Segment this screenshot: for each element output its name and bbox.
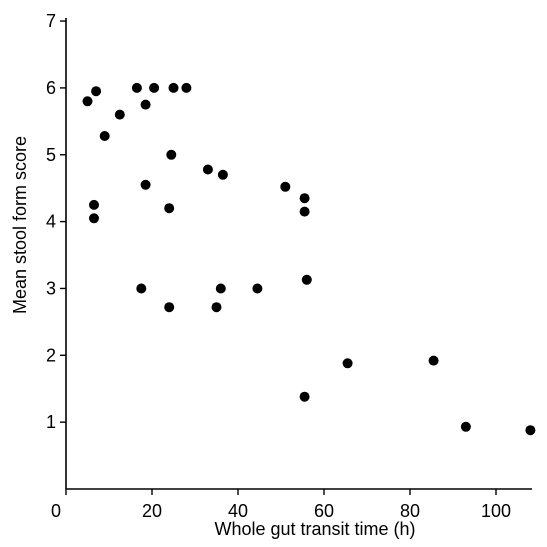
data-point (131, 82, 142, 93)
data-point (301, 274, 312, 285)
x-tick-label: 20 (142, 501, 162, 521)
data-point (215, 283, 226, 294)
data-point (89, 213, 99, 224)
y-axis-ticks: 1 2 3 4 5 6 7 (46, 11, 66, 432)
x-axis-title: Whole gut transit time (h) (214, 519, 415, 539)
data-point (460, 421, 471, 432)
data-point (166, 149, 177, 160)
data-point (114, 109, 125, 120)
data-point (428, 355, 439, 366)
data-point (211, 302, 222, 313)
x-tick-label: 60 (314, 501, 334, 521)
data-point (202, 164, 213, 175)
data-point (299, 206, 310, 217)
data-point (252, 283, 263, 294)
data-point (91, 86, 102, 97)
data-point (136, 283, 147, 294)
data-point (217, 169, 228, 180)
data-point (164, 302, 175, 313)
data-point (99, 131, 110, 141)
x-tick-label: 100 (481, 501, 511, 521)
x-tick-label: 40 (228, 501, 248, 521)
x-tick-label: 80 (400, 501, 420, 521)
data-point (168, 82, 179, 93)
y-tick-label: 6 (46, 78, 56, 98)
data-point (181, 82, 192, 93)
y-tick-label: 4 (46, 212, 56, 232)
data-points (82, 82, 536, 436)
data-point (140, 99, 151, 110)
data-point (280, 181, 291, 192)
x-axis-ticks: 0 20 40 60 80 100 (51, 489, 511, 521)
y-tick-label: 1 (46, 412, 56, 432)
data-point (525, 425, 536, 436)
data-point (89, 199, 99, 210)
data-point (140, 179, 151, 190)
data-point (164, 203, 175, 214)
x-tick-label: 0 (51, 501, 61, 521)
data-point (299, 193, 310, 204)
y-tick-label: 3 (46, 278, 56, 298)
data-point (342, 358, 353, 369)
data-point (299, 391, 310, 402)
y-tick-label: 5 (46, 145, 56, 165)
y-axis-title: Mean stool form score (10, 136, 30, 314)
y-tick-label: 7 (46, 11, 56, 31)
data-point (82, 96, 93, 107)
data-point (149, 82, 160, 93)
y-tick-label: 2 (46, 345, 56, 365)
